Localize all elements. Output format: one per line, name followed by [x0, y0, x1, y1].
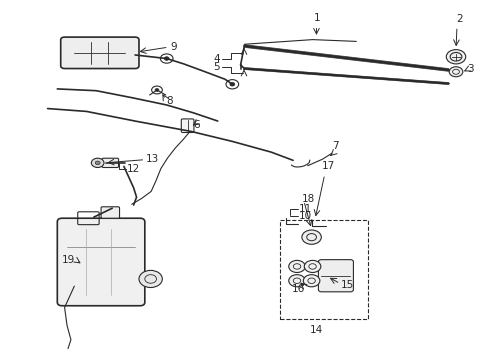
Circle shape	[229, 82, 234, 86]
Text: 16: 16	[291, 284, 304, 294]
Circle shape	[304, 260, 320, 273]
Circle shape	[288, 260, 305, 273]
Circle shape	[139, 270, 162, 288]
Text: 2: 2	[456, 14, 462, 23]
Text: 4: 4	[213, 54, 220, 64]
Text: 6: 6	[193, 120, 200, 130]
Text: 14: 14	[309, 325, 323, 335]
FancyBboxPatch shape	[61, 37, 139, 68]
FancyBboxPatch shape	[57, 218, 144, 306]
Text: 13: 13	[146, 154, 159, 163]
Circle shape	[301, 230, 321, 244]
Text: 18: 18	[301, 194, 314, 203]
Circle shape	[225, 80, 238, 89]
Text: 12: 12	[126, 163, 140, 174]
Circle shape	[151, 86, 162, 94]
Circle shape	[288, 275, 305, 287]
Circle shape	[91, 158, 104, 167]
FancyBboxPatch shape	[101, 207, 119, 218]
Text: 17: 17	[321, 161, 334, 171]
Text: 7: 7	[332, 141, 339, 151]
Circle shape	[160, 54, 173, 63]
Text: 5: 5	[213, 62, 220, 72]
Circle shape	[155, 89, 159, 91]
Circle shape	[303, 275, 319, 287]
Text: 15: 15	[340, 280, 353, 291]
FancyBboxPatch shape	[102, 158, 118, 167]
Circle shape	[95, 161, 100, 165]
Circle shape	[446, 50, 465, 64]
Bar	[279, 220, 367, 319]
Text: 10: 10	[298, 211, 311, 221]
Text: 8: 8	[166, 96, 173, 106]
FancyBboxPatch shape	[181, 119, 194, 132]
Text: 3: 3	[466, 64, 473, 74]
Circle shape	[448, 67, 462, 77]
FancyBboxPatch shape	[318, 260, 353, 292]
Circle shape	[164, 57, 169, 60]
Text: 19: 19	[62, 255, 75, 265]
Text: 11: 11	[298, 204, 311, 214]
Text: 1: 1	[313, 13, 320, 23]
Text: 9: 9	[170, 42, 177, 52]
